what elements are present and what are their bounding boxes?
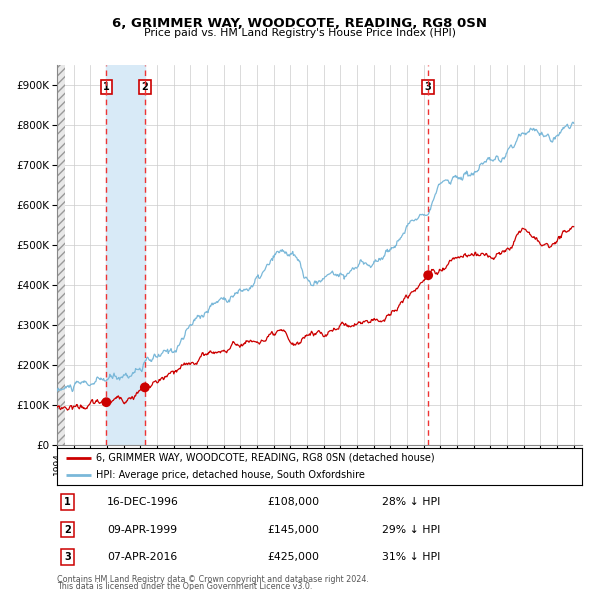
Text: 6, GRIMMER WAY, WOODCOTE, READING, RG8 0SN (detached house): 6, GRIMMER WAY, WOODCOTE, READING, RG8 0… xyxy=(97,453,435,463)
Text: HPI: Average price, detached house, South Oxfordshire: HPI: Average price, detached house, Sout… xyxy=(97,470,365,480)
Text: 07-APR-2016: 07-APR-2016 xyxy=(107,552,177,562)
Bar xyxy=(49,65,65,445)
Bar xyxy=(106,65,145,445)
Text: £425,000: £425,000 xyxy=(267,552,319,562)
Text: This data is licensed under the Open Government Licence v3.0.: This data is licensed under the Open Gov… xyxy=(57,582,313,590)
Text: 6, GRIMMER WAY, WOODCOTE, READING, RG8 0SN: 6, GRIMMER WAY, WOODCOTE, READING, RG8 0… xyxy=(113,17,487,30)
Point xyxy=(101,398,111,407)
Point xyxy=(424,270,433,280)
Text: 31% ↓ HPI: 31% ↓ HPI xyxy=(383,552,441,562)
Text: 2: 2 xyxy=(64,525,71,535)
Text: 29% ↓ HPI: 29% ↓ HPI xyxy=(383,525,441,535)
Text: 1: 1 xyxy=(103,82,110,92)
Text: 3: 3 xyxy=(64,552,71,562)
Text: 2: 2 xyxy=(142,82,148,92)
Text: £145,000: £145,000 xyxy=(267,525,319,535)
Text: 1: 1 xyxy=(64,497,71,507)
Text: 28% ↓ HPI: 28% ↓ HPI xyxy=(383,497,441,507)
Text: 16-DEC-1996: 16-DEC-1996 xyxy=(107,497,179,507)
Text: Price paid vs. HM Land Registry's House Price Index (HPI): Price paid vs. HM Land Registry's House … xyxy=(144,28,456,38)
Text: Contains HM Land Registry data © Crown copyright and database right 2024.: Contains HM Land Registry data © Crown c… xyxy=(57,575,369,584)
Text: £108,000: £108,000 xyxy=(267,497,319,507)
Text: 09-APR-1999: 09-APR-1999 xyxy=(107,525,177,535)
Point xyxy=(140,383,149,392)
Text: 3: 3 xyxy=(425,82,431,92)
